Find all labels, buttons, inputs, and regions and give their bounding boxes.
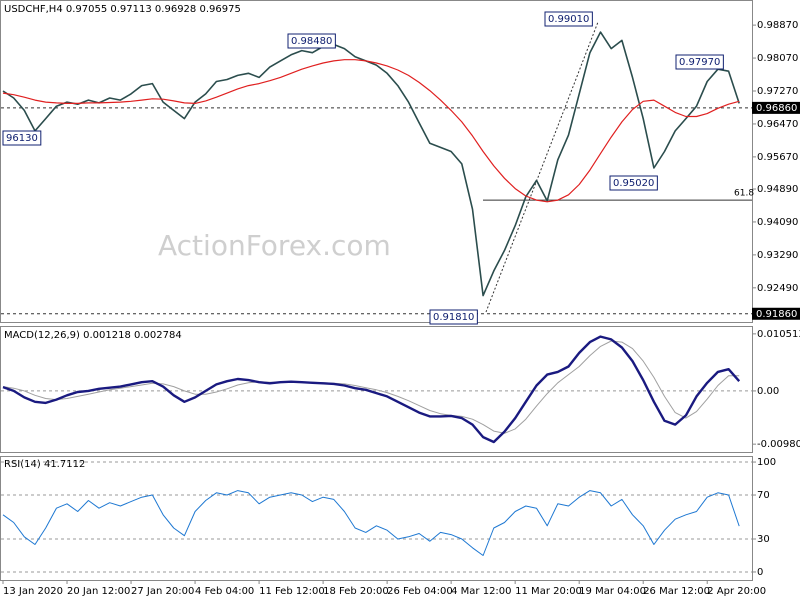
series-line (2, 340, 740, 434)
fib-label: 61.8 (734, 189, 754, 199)
x-tick-label: 27 Jan 20:00 (131, 586, 194, 597)
y-tick-label: 0.98870 (757, 20, 798, 31)
y-tick-label: 100 (757, 457, 776, 468)
price-level-box (752, 307, 800, 320)
y-tick-label: 0.00 (757, 386, 779, 397)
annotation-label: 0.98480 (291, 36, 332, 47)
rsi-title: RSI(14) 41.7112 (4, 459, 85, 470)
annotation-box (429, 309, 478, 325)
price-level-label: 0.96860 (756, 103, 797, 114)
x-tick-label: 11 Feb 12:00 (259, 586, 325, 597)
y-tick-label: 0.96470 (757, 119, 798, 130)
annotation-label: 96130 (6, 133, 38, 144)
series-line (2, 59, 740, 203)
y-tick-label: 70 (757, 490, 770, 501)
macd-title: MACD(12,26,9) 0.001218 0.002784 (4, 330, 182, 341)
y-tick-label: 0.94890 (757, 184, 798, 195)
x-tick-label: 4 Mar 12:00 (451, 586, 511, 597)
x-tick-label: 26 Feb 04:00 (387, 586, 453, 597)
series-line (2, 335, 741, 444)
x-tick-label: 20 Jan 12:00 (67, 586, 130, 597)
y-tick-label: 0.010513 (757, 329, 800, 340)
rsi-panel (0, 456, 753, 581)
annotation-label: 0.95020 (613, 178, 654, 189)
annotation-box (544, 11, 593, 27)
chart-title: USDCHF,H4 0.97055 0.97113 0.96928 0.9697… (4, 4, 241, 15)
price-level-box (752, 101, 800, 114)
watermark: ActionForex.com (158, 229, 391, 262)
series-line (2, 490, 740, 556)
x-tick-label: 2 Apr 20:00 (707, 586, 766, 597)
price-level-label: 0.91860 (756, 309, 797, 320)
y-tick-label: 30 (757, 534, 770, 545)
annotation-label: 0.97970 (679, 57, 720, 68)
x-tick-label: 26 Mar 12:00 (643, 586, 710, 597)
annotation-box (675, 54, 724, 70)
series-line (2, 31, 740, 297)
x-tick-label: 4 Feb 04:00 (195, 586, 254, 597)
annotation-box (2, 130, 42, 146)
x-tick-label: 13 Jan 2020 (3, 586, 63, 597)
price-panel (0, 0, 753, 323)
y-tick-label: 0.92490 (757, 283, 798, 294)
y-tick-label: 0.95670 (757, 152, 798, 163)
y-tick-label: 0 (757, 567, 763, 578)
annotation-box (287, 33, 336, 49)
annotation-box (609, 175, 658, 191)
annotation-label: 0.91810 (433, 312, 474, 323)
annotation-label: 0.99010 (548, 14, 589, 25)
y-tick-label: 0.97270 (757, 86, 798, 97)
y-tick-label: 0.98070 (757, 53, 798, 64)
macd-panel (0, 326, 753, 453)
x-tick-label: 18 Feb 20:00 (323, 586, 389, 597)
y-tick-label: -0.009804 (757, 439, 800, 450)
y-tick-label: 0.93290 (757, 250, 798, 261)
y-tick-label: 0.94090 (757, 217, 798, 228)
x-tick-label: 19 Mar 04:00 (579, 586, 646, 597)
x-tick-label: 11 Mar 20:00 (515, 586, 582, 597)
